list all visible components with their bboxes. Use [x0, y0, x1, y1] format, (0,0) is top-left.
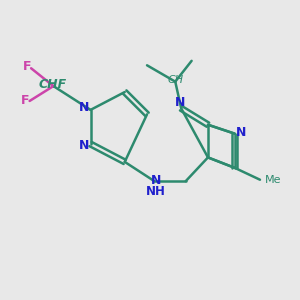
Text: F: F — [22, 60, 31, 73]
Text: N: N — [79, 139, 89, 152]
Text: CH: CH — [167, 75, 183, 85]
Text: N: N — [151, 174, 161, 187]
Text: F: F — [21, 94, 29, 107]
Text: N: N — [236, 126, 246, 139]
Text: CHF: CHF — [39, 78, 67, 91]
Text: N: N — [79, 101, 89, 114]
Text: NH: NH — [146, 185, 166, 198]
Text: Me: Me — [264, 175, 281, 185]
Text: N: N — [175, 96, 185, 109]
